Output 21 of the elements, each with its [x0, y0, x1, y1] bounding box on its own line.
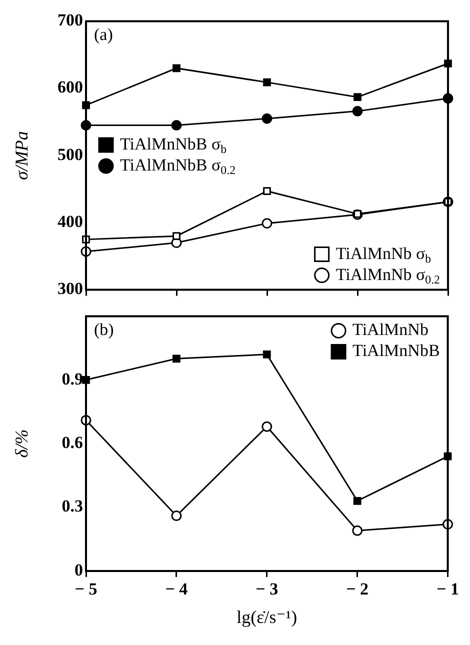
annotation: (a) [94, 25, 113, 44]
x-tick-label: − 5 [74, 580, 98, 599]
y-tick-label: 500 [58, 144, 83, 164]
legend-label: TiAlMnNbB [352, 341, 440, 360]
x-tick-label: − 3 [256, 580, 278, 599]
y-axis-title: σ/MPa [12, 131, 32, 180]
y-tick-label: 600 [58, 78, 83, 97]
y-tick-label: 0.9 [62, 369, 83, 388]
y-tick-label: 400 [58, 212, 83, 232]
y-tick-label: 0.3 [62, 496, 83, 516]
y-tick-label: 700 [58, 10, 83, 30]
annotation: (b) [94, 320, 114, 340]
y-axis-title: δ/% [12, 429, 32, 458]
y-tick-label: 300 [58, 279, 83, 298]
x-tick-label: − 2 [346, 580, 369, 599]
x-axis-title: lg(ε̇/s⁻¹) [236, 606, 298, 627]
y-tick-label: 0.6 [62, 432, 83, 452]
x-tick-label: − 4 [165, 580, 188, 599]
x-tick-label: − 1 [436, 580, 459, 599]
y-tick-label: 0 [74, 560, 83, 580]
legend-label: TiAlMnNb [352, 320, 428, 340]
